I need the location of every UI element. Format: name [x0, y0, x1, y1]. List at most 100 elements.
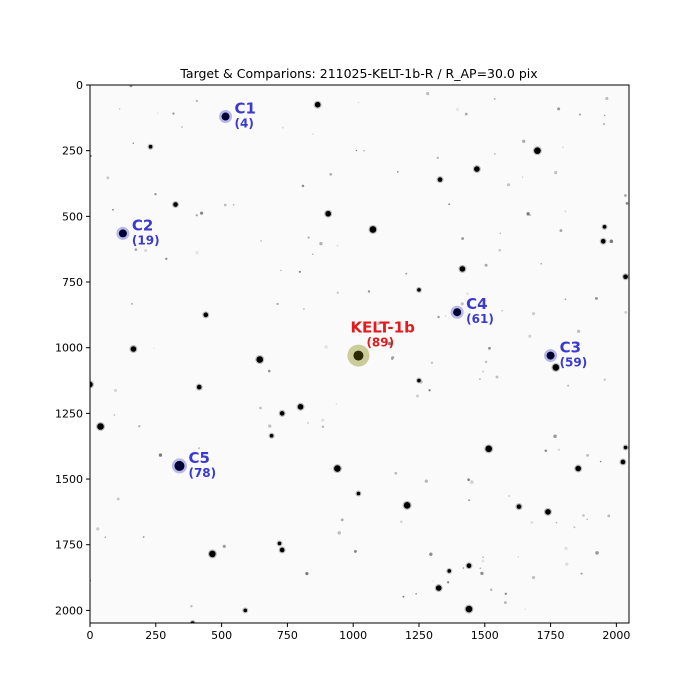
field-star	[256, 356, 264, 363]
faint-star	[415, 592, 417, 595]
faint-star	[466, 292, 469, 296]
faint-star	[462, 567, 465, 569]
field-star	[130, 346, 137, 352]
faint-star	[580, 572, 583, 575]
faint-star	[305, 572, 309, 576]
comparison-count-c4: (61)	[466, 312, 494, 326]
x-tick-label: 2000	[602, 629, 630, 642]
faint-star	[507, 494, 511, 498]
field-star	[209, 550, 216, 558]
x-tick-label: 1500	[471, 629, 499, 642]
x-tick-label: 1000	[339, 629, 367, 642]
faint-star	[517, 556, 520, 558]
faint-star	[355, 149, 358, 152]
field-star	[314, 101, 321, 108]
faint-star	[138, 425, 141, 428]
field-star	[516, 504, 522, 509]
faint-star	[586, 518, 588, 521]
faint-star	[387, 341, 392, 346]
faint-star	[336, 244, 339, 247]
faint-star	[222, 544, 226, 548]
faint-star	[307, 236, 310, 239]
faint-star	[298, 270, 301, 273]
faint-star	[482, 556, 484, 558]
faint-star	[340, 518, 344, 522]
field-star	[325, 210, 331, 217]
y-tick-label: 1250	[55, 407, 83, 420]
faint-star	[259, 406, 262, 410]
comparison-star-c3	[546, 351, 555, 360]
comparison-star-c5	[174, 460, 185, 471]
faint-star	[625, 202, 629, 205]
faint-star	[307, 422, 309, 424]
faint-star	[624, 194, 627, 197]
y-tick-label: 2000	[55, 604, 83, 617]
field-star	[369, 226, 377, 233]
faint-star	[501, 309, 504, 312]
faint-star	[561, 146, 564, 149]
faint-star	[268, 424, 272, 428]
faint-star	[448, 203, 451, 206]
axis-layer: 0 250 500 750 1000 1250 1500 1750 2000 0 250 500 750…	[55, 79, 630, 642]
target-label: KELT-1b	[350, 319, 415, 337]
faint-star	[134, 248, 138, 251]
faint-star	[557, 107, 561, 111]
x-tick-label: 0	[87, 629, 94, 642]
faint-star	[131, 303, 133, 305]
faint-star	[564, 210, 567, 213]
faint-star	[104, 536, 106, 539]
faint-star	[158, 453, 163, 457]
field-star	[203, 312, 209, 318]
faint-star	[479, 378, 481, 381]
comparison-label-c5: C5	[188, 449, 209, 467]
x-tick-label: 750	[277, 629, 298, 642]
field-star	[90, 381, 93, 388]
field-star	[417, 378, 421, 383]
faint-star	[321, 418, 325, 422]
field-star	[602, 225, 607, 229]
faint-star	[198, 447, 200, 449]
faint-star	[557, 448, 561, 452]
comparison-count-c5: (78)	[188, 466, 216, 480]
field-star	[447, 569, 452, 573]
faint-star	[195, 214, 198, 217]
faint-star	[456, 108, 459, 111]
y-tick-label: 1750	[55, 539, 83, 552]
y-tick-label: 1000	[55, 342, 83, 355]
faint-star	[200, 211, 204, 215]
marker-layer	[116, 110, 558, 474]
faint-star	[531, 575, 536, 580]
faint-star	[432, 580, 434, 582]
faint-star	[489, 588, 493, 592]
faint-star	[468, 499, 471, 502]
faint-star	[603, 378, 607, 382]
field-star	[279, 547, 285, 553]
faint-star	[437, 315, 440, 319]
faint-star	[484, 360, 488, 364]
field-star	[417, 288, 421, 292]
faint-star	[276, 302, 279, 306]
faint-star	[223, 203, 227, 207]
faint-star	[195, 250, 199, 255]
faint-star	[565, 562, 569, 566]
faint-star	[232, 204, 235, 206]
faint-star	[116, 497, 120, 501]
faint-star	[564, 546, 568, 551]
faint-star	[460, 302, 464, 306]
faint-star	[267, 369, 271, 373]
faint-star	[113, 388, 118, 392]
faint-star	[113, 414, 116, 416]
faint-star	[446, 581, 450, 584]
faint-star	[544, 449, 548, 452]
y-tick-label: 500	[62, 210, 83, 223]
field-star	[435, 585, 442, 591]
field-star	[620, 459, 626, 465]
faint-star	[595, 551, 599, 555]
faint-star	[198, 472, 201, 475]
faint-star	[467, 478, 470, 482]
field-star	[403, 502, 411, 509]
field-star	[474, 166, 480, 172]
x-tick-label: 1750	[537, 629, 565, 642]
field-star	[334, 465, 341, 472]
